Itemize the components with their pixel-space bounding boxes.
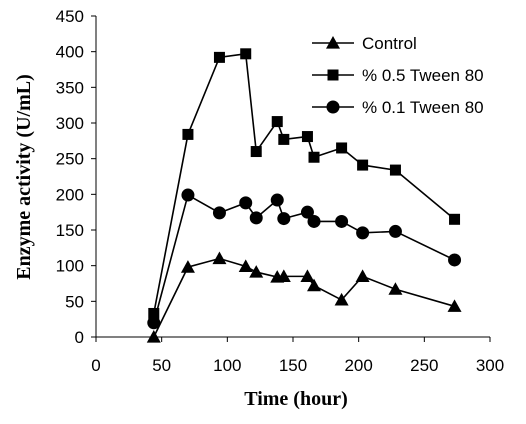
data-point	[148, 307, 160, 319]
series-layer	[146, 48, 462, 343]
data-point	[389, 164, 401, 176]
y-tick-label: 200	[56, 185, 84, 204]
data-point	[300, 205, 314, 219]
data-point	[356, 226, 370, 240]
data-point	[271, 116, 283, 128]
data-point	[447, 299, 462, 312]
data-point	[278, 133, 290, 145]
data-point	[182, 128, 194, 140]
data-point	[301, 131, 313, 143]
legend: Control % 0.5 Tween 80 % 0.1 Tween 80	[312, 34, 484, 117]
data-point	[307, 278, 322, 292]
data-point	[449, 213, 461, 225]
series-line	[153, 52, 456, 314]
data-point	[357, 159, 369, 171]
data-point	[239, 196, 253, 210]
legend-marker	[327, 69, 339, 81]
data-point	[249, 211, 263, 225]
x-tick-label: 100	[213, 356, 241, 375]
series-line	[153, 257, 455, 338]
data-point	[180, 260, 195, 273]
data-point	[355, 269, 370, 282]
data-point	[277, 212, 291, 226]
legend-entry: % 0.5 Tween 80	[312, 66, 484, 85]
data-point	[335, 214, 349, 228]
data-point	[308, 151, 320, 163]
x-tick-label: 150	[279, 356, 307, 375]
data-point	[388, 282, 403, 295]
data-point	[388, 224, 402, 238]
series-2	[147, 188, 462, 330]
legend-marker	[326, 36, 340, 49]
data-point	[238, 259, 253, 272]
x-axis-label: Time (hour)	[244, 388, 348, 410]
y-tick-label: 400	[56, 43, 84, 62]
data-point	[147, 316, 161, 330]
y-tick-label: 450	[56, 7, 84, 26]
x-tick-label: 300	[476, 356, 504, 375]
data-point	[146, 330, 161, 343]
x-tick-label: 0	[91, 356, 100, 375]
y-axis-label: Enzyme activity (U/mL)	[13, 74, 35, 280]
data-point	[240, 48, 252, 60]
x-tick-label: 200	[344, 356, 372, 375]
data-point	[250, 146, 262, 158]
y-tick-label: 50	[65, 292, 84, 311]
series-0	[146, 251, 462, 343]
axes: 0 50 100 150 200 250 300 350 400 450 0 50 100 150 200 2…	[56, 7, 505, 375]
x-tick-label: 250	[410, 356, 438, 375]
data-point	[213, 51, 225, 63]
y-tick-label: 300	[56, 114, 84, 133]
x-tick-label: 50	[152, 356, 171, 375]
data-point	[212, 206, 226, 220]
legend-entry: Control	[312, 34, 417, 53]
data-point	[334, 292, 349, 306]
y-tick-label: 150	[56, 221, 84, 240]
data-point	[249, 265, 264, 278]
legend-label: % 0.5 Tween 80	[362, 66, 484, 85]
legend-label: % 0.1 Tween 80	[362, 98, 484, 117]
series-1	[148, 48, 461, 319]
data-point	[276, 269, 291, 282]
y-tick-label: 250	[56, 150, 84, 169]
y-tick-label: 100	[56, 257, 84, 276]
legend-marker	[326, 100, 340, 114]
data-point	[212, 251, 227, 265]
data-point	[307, 214, 321, 228]
data-point	[270, 193, 284, 207]
data-point	[181, 188, 195, 202]
data-point	[448, 253, 462, 267]
data-point	[300, 269, 315, 282]
legend-label: Control	[362, 34, 417, 53]
y-tick-label: 0	[75, 328, 84, 347]
y-tick-label: 350	[56, 78, 84, 97]
data-point	[336, 142, 348, 154]
legend-entry: % 0.1 Tween 80	[312, 98, 484, 117]
